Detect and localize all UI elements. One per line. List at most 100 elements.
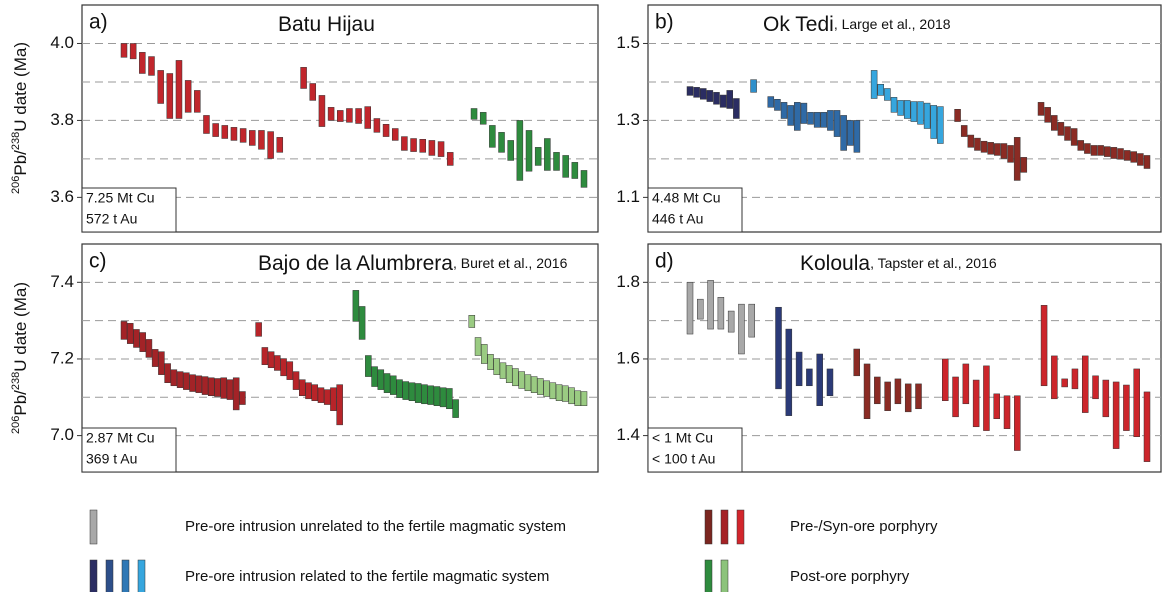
- y-tick-label: 4.0: [50, 33, 74, 52]
- age-bar: [553, 152, 560, 171]
- age-bar: [382, 124, 390, 137]
- age-bar: [267, 131, 274, 159]
- age-bar: [1051, 355, 1058, 400]
- age-bar: [697, 298, 704, 320]
- age-bar: [280, 358, 287, 377]
- deposit-box: [81, 427, 177, 473]
- age-bar: [355, 108, 362, 124]
- legend-swatch: [121, 559, 130, 595]
- age-bar: [807, 112, 814, 125]
- age-bar: [686, 282, 694, 335]
- age-bar: [474, 337, 482, 356]
- panel-letter: c): [89, 250, 107, 273]
- age-bar: [727, 310, 735, 333]
- y-axis-label-part: 238: [10, 372, 22, 390]
- age-bar: [499, 362, 507, 379]
- panel-citation: , Large et al., 2018: [834, 16, 951, 32]
- age-bar: [330, 387, 337, 411]
- age-bar: [414, 383, 422, 403]
- age-bar: [176, 371, 184, 388]
- age-bar: [309, 83, 317, 101]
- age-bar: [166, 73, 174, 119]
- age-bar: [1130, 151, 1138, 163]
- age-bar: [1000, 143, 1008, 159]
- age-bar: [419, 139, 426, 153]
- age-bar: [439, 387, 447, 408]
- age-bar: [120, 321, 128, 340]
- age-bar: [383, 373, 391, 393]
- age-bar: [874, 376, 881, 405]
- legend-swatch: [89, 509, 98, 545]
- age-bar: [267, 351, 275, 369]
- age-bar: [1007, 145, 1014, 163]
- age-bar: [853, 348, 860, 377]
- age-bar: [544, 138, 551, 171]
- age-bar: [498, 132, 505, 153]
- age-bar: [915, 383, 922, 410]
- age-bar: [129, 43, 137, 60]
- legend-swatch: [704, 559, 713, 595]
- age-bar: [942, 358, 949, 401]
- age-bar: [1044, 107, 1051, 123]
- deposit-size: 446 t Au: [652, 211, 703, 227]
- y-tick-label: 7.2: [50, 348, 74, 367]
- age-bar: [336, 384, 343, 426]
- panel-title-name: Batu Hijau: [278, 13, 375, 36]
- legend-swatch: [736, 509, 745, 545]
- age-bar: [775, 306, 782, 390]
- age-bar: [1102, 379, 1110, 418]
- age-bar: [726, 90, 733, 109]
- age-bar: [505, 365, 513, 383]
- panel-citation: , Tapster et al., 2016: [870, 255, 997, 271]
- y-axis-label-part: Pb/: [11, 150, 30, 176]
- age-bar: [877, 84, 884, 96]
- age-bar: [806, 368, 813, 387]
- y-tick-label: 7.4: [50, 272, 74, 291]
- age-bar: [738, 303, 745, 355]
- panel-title-name: Ok Tedi: [763, 13, 834, 36]
- age-bar: [840, 115, 847, 151]
- age-bar: [706, 90, 714, 102]
- age-bar: [230, 127, 238, 141]
- age-bar: [352, 290, 360, 322]
- age-bar: [299, 379, 306, 396]
- age-bar: [133, 329, 140, 348]
- age-bar: [139, 332, 146, 352]
- age-bar: [1123, 150, 1131, 161]
- age-bar: [1133, 368, 1140, 437]
- age-bar: [151, 349, 159, 367]
- y-axis-label: 206Pb/238U date (Ma): [10, 42, 31, 194]
- age-bar: [826, 368, 834, 396]
- age-bar: [274, 355, 281, 371]
- age-bar: [524, 374, 532, 392]
- age-bar: [300, 67, 307, 89]
- age-bar: [923, 102, 931, 129]
- age-bar: [203, 115, 210, 134]
- age-bar: [286, 361, 294, 380]
- y-axis-label-part: 206: [10, 416, 22, 434]
- age-bar: [175, 60, 183, 119]
- age-bar: [507, 140, 514, 161]
- age-bar: [890, 97, 898, 113]
- age-bar: [1137, 153, 1144, 166]
- age-bar: [930, 105, 937, 139]
- y-tick-label: 1.8: [616, 272, 640, 291]
- age-bar: [980, 140, 988, 153]
- deposit-box: [647, 427, 743, 473]
- age-bar: [555, 384, 563, 401]
- legend-swatch: [704, 509, 713, 545]
- age-bar: [373, 118, 381, 133]
- age-bar: [853, 120, 861, 153]
- age-bar: [571, 162, 579, 179]
- age-bar: [220, 377, 227, 399]
- age-bar: [170, 369, 178, 387]
- age-bar: [549, 382, 557, 400]
- y-axis-label-part: 206: [10, 176, 22, 194]
- age-bar: [903, 100, 911, 119]
- panel-title: Batu Hijau: [278, 13, 375, 36]
- age-bar: [525, 130, 533, 172]
- age-bar: [1143, 155, 1151, 169]
- age-bar: [421, 384, 428, 405]
- panel-title-name: Koloula: [800, 252, 870, 275]
- age-bar: [994, 143, 1001, 156]
